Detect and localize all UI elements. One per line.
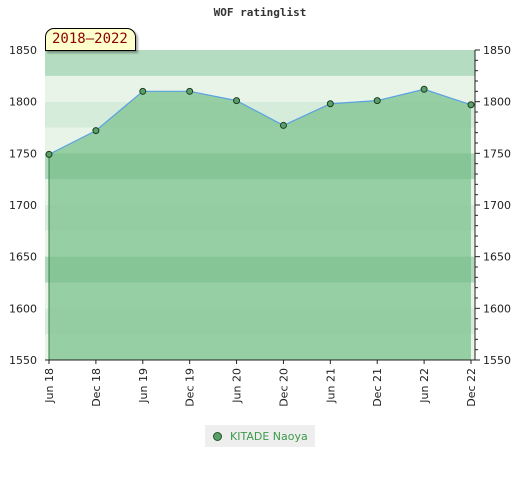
series-line — [48, 88, 472, 155]
chart-title: WOF ratinglist — [213, 6, 307, 19]
background-band — [45, 256, 475, 283]
data-point — [467, 101, 475, 109]
data-point — [139, 87, 147, 95]
x-tick-label: Dec 19 — [184, 368, 197, 407]
y-tick-label-right: 1850 — [483, 44, 511, 57]
y-tick-label-right: 1700 — [483, 199, 511, 212]
x-tick-label: Jun 18 — [43, 368, 56, 404]
series-area — [49, 89, 471, 361]
y-tick-label-left: 1550 — [9, 354, 37, 367]
y-tick-label-left: 1650 — [9, 251, 37, 264]
data-point — [326, 100, 334, 108]
x-tick-label: Dec 22 — [465, 368, 478, 407]
x-tick-label: Dec 20 — [277, 368, 290, 407]
y-tick-label-left: 1800 — [9, 96, 37, 109]
x-tick-label: Jun 21 — [324, 368, 337, 404]
data-point — [420, 85, 428, 93]
x-tick-label: Jun 19 — [137, 368, 150, 404]
data-point — [186, 87, 194, 95]
y-tick-label-left: 1850 — [9, 44, 37, 57]
y-tick-label-left: 1750 — [9, 147, 37, 160]
x-tick-label: Dec 21 — [371, 368, 384, 407]
x-tick-label: Jun 20 — [231, 368, 244, 404]
period-badge: 2018–2022 — [45, 28, 136, 51]
x-tick-label: Jun 22 — [418, 368, 431, 404]
background-band — [45, 50, 475, 76]
y-tick-label-left: 1700 — [9, 199, 37, 212]
x-tick-label: Dec 18 — [90, 368, 103, 407]
legend-marker-icon — [213, 431, 222, 441]
data-point — [279, 121, 287, 129]
y-tick-label-right: 1550 — [483, 354, 511, 367]
data-point — [233, 97, 241, 105]
y-tick-label-right: 1600 — [483, 302, 511, 315]
legend[interactable]: KITADE Naoya — [205, 425, 315, 447]
data-point — [92, 127, 100, 135]
y-tick-label-right: 1750 — [483, 147, 511, 160]
y-tick-label-right: 1650 — [483, 251, 511, 264]
legend-label: KITADE Naoya — [230, 429, 308, 443]
y-tick-label-right: 1800 — [483, 96, 511, 109]
data-point — [373, 97, 381, 105]
data-point — [45, 150, 53, 158]
y-tick-label-left: 1600 — [9, 302, 37, 315]
background-band — [45, 153, 475, 180]
